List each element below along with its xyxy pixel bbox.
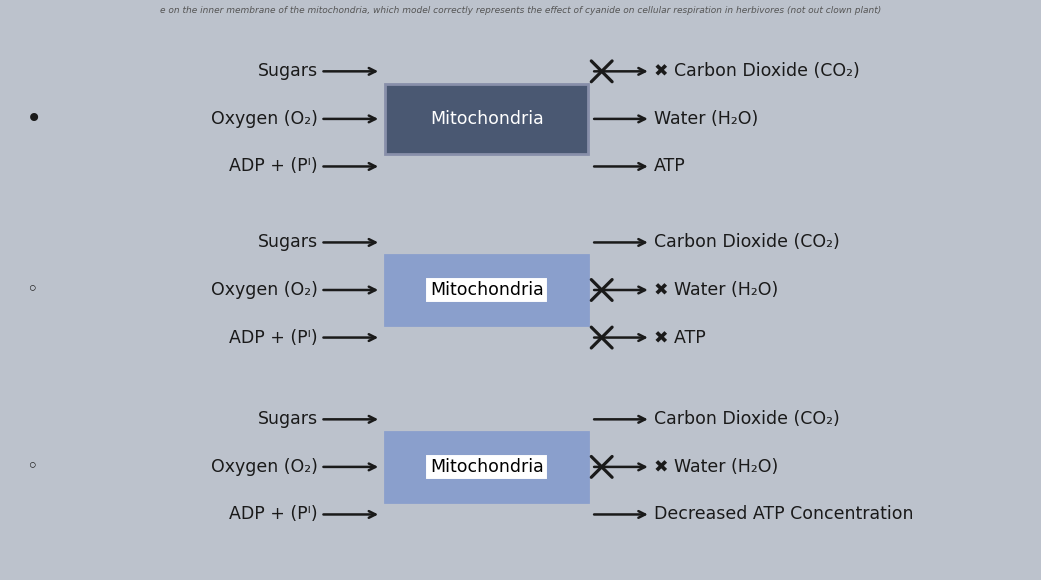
Text: Mitochondria: Mitochondria: [430, 110, 543, 128]
Bar: [385, 84, 588, 154]
Text: Sugars: Sugars: [257, 233, 318, 252]
Text: e on the inner membrane of the mitochondria, which model correctly represents th: e on the inner membrane of the mitochond…: [160, 6, 881, 15]
Text: Oxygen (O₂): Oxygen (O₂): [210, 110, 318, 128]
Text: ✖ ATP: ✖ ATP: [654, 328, 706, 347]
Text: ◦: ◦: [26, 458, 37, 476]
Text: ATP: ATP: [654, 157, 685, 176]
Text: ADP + (Pᴵ): ADP + (Pᴵ): [229, 505, 318, 524]
Text: Decreased ATP Concentration: Decreased ATP Concentration: [654, 505, 913, 524]
Bar: [385, 255, 588, 325]
Text: Carbon Dioxide (CO₂): Carbon Dioxide (CO₂): [654, 233, 839, 252]
Text: Oxygen (O₂): Oxygen (O₂): [210, 281, 318, 299]
Text: ✖ Carbon Dioxide (CO₂): ✖ Carbon Dioxide (CO₂): [654, 62, 860, 81]
Text: •: •: [26, 105, 43, 133]
Bar: [385, 432, 588, 502]
Text: ADP + (Pᴵ): ADP + (Pᴵ): [229, 157, 318, 176]
Text: Mitochondria: Mitochondria: [430, 281, 543, 299]
Text: ✖ Water (H₂O): ✖ Water (H₂O): [654, 281, 778, 299]
Text: ADP + (Pᴵ): ADP + (Pᴵ): [229, 328, 318, 347]
Text: Sugars: Sugars: [257, 410, 318, 429]
Text: Carbon Dioxide (CO₂): Carbon Dioxide (CO₂): [654, 410, 839, 429]
Text: ◦: ◦: [26, 281, 37, 299]
Text: Sugars: Sugars: [257, 62, 318, 81]
Text: Water (H₂O): Water (H₂O): [654, 110, 758, 128]
Text: Oxygen (O₂): Oxygen (O₂): [210, 458, 318, 476]
Text: ✖ Water (H₂O): ✖ Water (H₂O): [654, 458, 778, 476]
Text: Mitochondria: Mitochondria: [430, 458, 543, 476]
